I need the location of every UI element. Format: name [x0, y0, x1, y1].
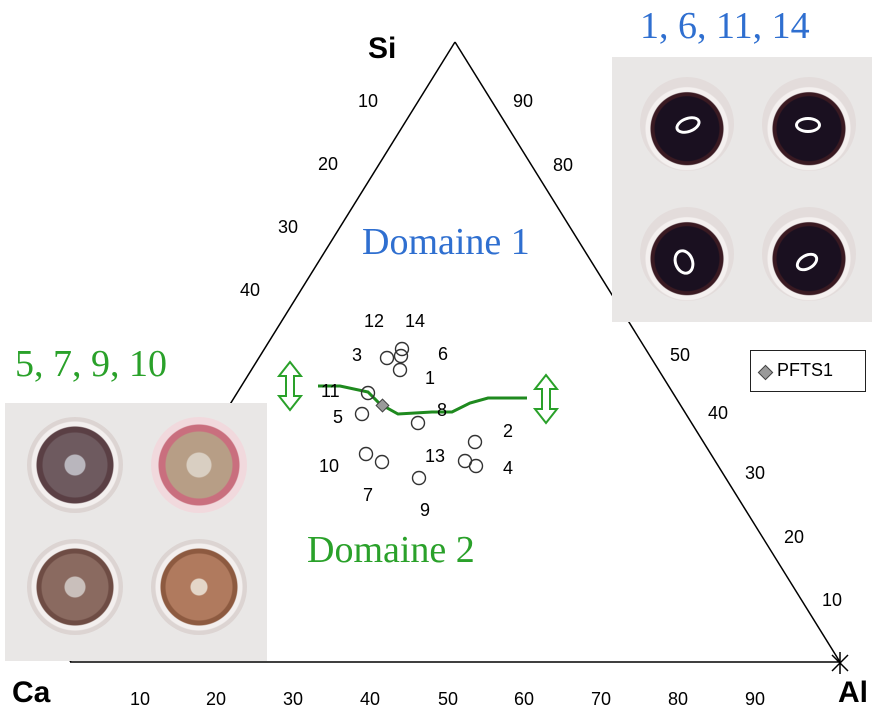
left-tick-10: 10	[358, 91, 378, 111]
right-tick-20: 20	[784, 527, 804, 547]
domain-boundary-line	[318, 384, 527, 416]
glint-shape	[795, 117, 821, 133]
sample-label-14: 14	[405, 311, 425, 331]
sample-point	[393, 348, 409, 364]
sample-label-5: 5	[333, 407, 343, 427]
sample-point	[467, 434, 483, 450]
right-tick-90: 90	[513, 91, 533, 111]
left-photo-label: 5, 7, 9, 10	[15, 343, 167, 385]
sample-points	[354, 341, 484, 486]
bottom-tick-30: 30	[283, 689, 303, 709]
sample-label-2: 2	[503, 421, 513, 441]
right-tick-80: 80	[553, 155, 573, 175]
bottom-tick-60: 60	[514, 689, 534, 709]
left-tick-40: 40	[240, 280, 260, 300]
bottom-tick-90: 90	[745, 689, 765, 709]
sample-point	[410, 415, 426, 431]
right-tick-50: 50	[670, 345, 690, 365]
domain-1-label: Domaine 1	[362, 221, 530, 263]
si-al-edge	[454, 41, 841, 663]
diamond-icon	[757, 364, 774, 381]
legend: PFTS1	[750, 350, 866, 392]
bottom-tick-40: 40	[360, 689, 380, 709]
sample-point	[394, 341, 410, 357]
sample-label-13: 13	[425, 446, 445, 466]
left-double-arrow-icon	[276, 360, 304, 412]
bottom-tick-50: 50	[438, 689, 458, 709]
sample-label-9: 9	[420, 500, 430, 520]
left-tick-30: 30	[278, 217, 298, 237]
sample-label-8: 8	[437, 400, 447, 420]
pfts1-point	[375, 398, 390, 413]
sample-label-7: 7	[363, 485, 373, 505]
sample-label-1: 1	[425, 368, 435, 388]
sample-label-10: 10	[319, 456, 339, 476]
al-vertex-marker	[831, 652, 849, 674]
right-tick-10: 10	[822, 590, 842, 610]
right-double-arrow-icon	[532, 373, 560, 425]
sample-point	[354, 406, 370, 422]
sample-cup	[762, 207, 856, 301]
bottom-tick-20: 20	[206, 689, 226, 709]
sample-cup	[27, 417, 123, 513]
sample-label-3: 3	[352, 345, 362, 365]
sample-point	[358, 446, 374, 462]
sample-label-4: 4	[503, 458, 513, 478]
photo-domain-1-samples	[612, 57, 872, 322]
sample-point	[392, 362, 408, 378]
left-tick-20: 20	[318, 154, 338, 174]
vertex-ca: Ca	[12, 676, 51, 709]
right-tick-30: 30	[745, 463, 765, 483]
sample-cup	[151, 539, 247, 635]
bottom-tick-70: 70	[591, 689, 611, 709]
sample-point	[379, 350, 395, 366]
sample-point	[411, 470, 427, 486]
bottom-tick-80: 80	[668, 689, 688, 709]
domain-2-label: Domaine 2	[307, 529, 475, 571]
sample-label-11: 11	[321, 381, 340, 401]
sample-label-12: 12	[364, 311, 384, 331]
vertex-al: Al	[838, 676, 868, 709]
sample-cup	[27, 539, 123, 635]
vertex-si: Si	[368, 32, 396, 65]
sample-label-6: 6	[438, 344, 448, 364]
bottom-tick-10: 10	[130, 689, 150, 709]
sample-point	[374, 454, 390, 470]
photo-domain-2-samples	[5, 403, 267, 661]
sample-point	[360, 385, 376, 401]
sample-point	[468, 458, 484, 474]
sample-cup	[151, 417, 247, 513]
top-photo-label: 1, 6, 11, 14	[640, 5, 810, 47]
right-tick-40: 40	[708, 403, 728, 423]
sample-cup	[640, 207, 734, 301]
legend-label: PFTS1	[777, 360, 834, 380]
sample-cup	[640, 77, 734, 171]
